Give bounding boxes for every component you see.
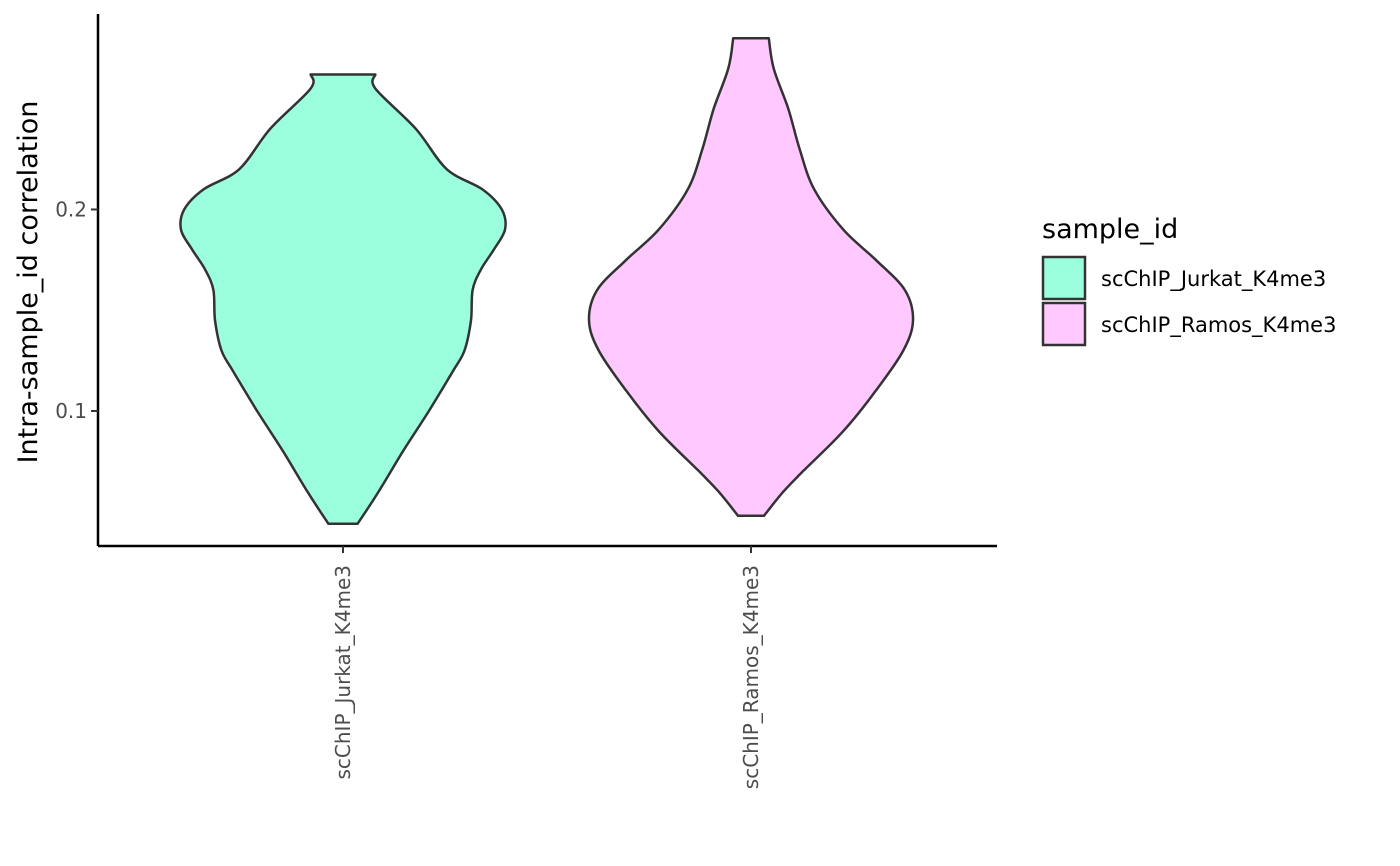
y-ticks: 0.1 0.2	[55, 197, 98, 423]
legend-title: sample_id	[1042, 214, 1178, 245]
y-axis-title: Intra-sample_id correlation	[13, 101, 44, 464]
violin-scChIP_Jurkat_K4me3	[179, 73, 507, 526]
y-tick-label: 0.2	[55, 197, 87, 221]
y-tick-label: 0.1	[55, 399, 87, 423]
x-ticks: scChIP_Jurkat_K4me3 scChIP_Ramos_K4me3	[331, 546, 763, 789]
x-tick-label: scChIP_Ramos_K4me3	[739, 565, 763, 789]
legend-label: scChIP_Ramos_K4me3	[1101, 313, 1336, 338]
violin-scChIP_Ramos_K4me3	[587, 36, 915, 518]
plot-area: 0.1 0.2 scChIP_Jurkat_K4me3 scChIP_Ramos_K…	[55, 14, 997, 789]
legend-key	[1041, 255, 1087, 301]
violins	[179, 36, 915, 526]
legend-items: scChIP_Jurkat_K4me3 scChIP_Ramos_K4me3	[1041, 255, 1336, 347]
legend-label: scChIP_Jurkat_K4me3	[1101, 267, 1326, 292]
legend-key	[1041, 301, 1087, 347]
legend: sample_id scChIP_Jurkat_K4me3 scChIP_Ramo…	[1041, 214, 1336, 347]
x-tick-label: scChIP_Jurkat_K4me3	[331, 565, 355, 780]
